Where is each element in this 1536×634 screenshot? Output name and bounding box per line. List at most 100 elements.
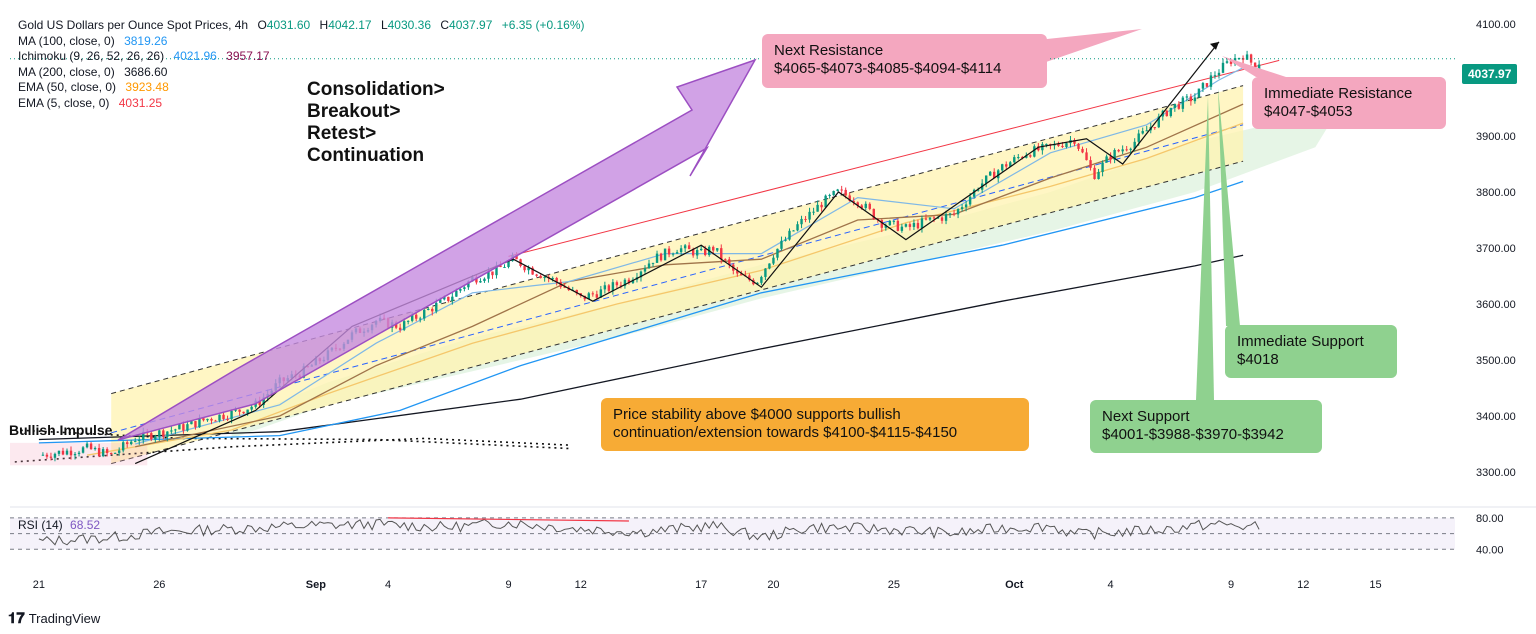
candle-body	[166, 431, 169, 437]
zigzag-arrowhead	[1209, 41, 1219, 50]
candle-body	[716, 248, 719, 251]
consolidation-top-dotted	[14, 429, 569, 450]
candle-body	[844, 189, 847, 196]
symbol-title[interactable]: Gold US Dollars per Ounce Spot Prices, 4…	[18, 18, 249, 32]
legend-indicator-ichimoku[interactable]: Ichimoku (9, 26, 52, 26, 26) 4021.96 395…	[18, 49, 585, 65]
candle-body	[1089, 160, 1092, 168]
candle-body	[595, 294, 599, 298]
next-support-callout[interactable]: Next Support $4001-$3988-$3970-$3942	[1090, 400, 1322, 453]
bullish-impulse-label: Bullish Impulse	[9, 422, 113, 438]
next-resistance-callout[interactable]: Next Resistance $4065-$4073-$4085-$4094-…	[762, 34, 1047, 88]
candle-body	[671, 253, 675, 255]
purple-breakout-arrow	[117, 58, 757, 441]
ichimoku-conversion-line	[135, 67, 1244, 445]
candle-body	[1157, 116, 1160, 128]
candle-body	[174, 429, 177, 431]
candle-body	[1185, 96, 1189, 98]
candle-body	[916, 222, 920, 229]
candle-body	[162, 430, 165, 437]
candle-body	[142, 431, 145, 440]
rsi-divergence-line	[388, 517, 629, 522]
annotation-line: Breakout>	[307, 101, 401, 122]
time-tick-label: 21	[33, 579, 45, 591]
candle-body	[499, 265, 502, 268]
price-tick-label: 3500.00	[1476, 355, 1516, 367]
candle-body	[1033, 146, 1036, 157]
ohlc-low: 4030.36	[387, 18, 432, 32]
candle-body	[792, 230, 795, 232]
candle-body	[928, 217, 932, 220]
candle-body	[1257, 64, 1261, 70]
red-trendline	[508, 59, 1280, 257]
time-tick-label: 17	[695, 579, 707, 591]
candle-body	[760, 276, 763, 283]
rsi-legend[interactable]: RSI (14) 68.52	[18, 518, 100, 532]
candle-body	[591, 293, 595, 295]
ma200-line	[38, 254, 1244, 441]
candle-body	[563, 286, 566, 288]
candle-body	[214, 420, 217, 422]
consolidation-bottom-dotted	[14, 437, 569, 463]
candle-body	[820, 204, 823, 208]
immediate-support-tail	[1218, 88, 1240, 326]
tradingview-logo[interactable]: 𝟏𝟕 TradingView	[8, 610, 100, 627]
candle-body	[1013, 157, 1016, 163]
current-price-badge: 4037.97	[1462, 64, 1518, 84]
candle-body	[523, 265, 526, 271]
immediate-resistance-callout[interactable]: Immediate Resistance $4047-$4053	[1252, 77, 1446, 129]
time-tick-label: Oct	[1005, 579, 1024, 591]
candle-body	[89, 443, 93, 450]
legend-indicator-ma100[interactable]: MA (100, close, 0) 3819.26	[18, 34, 585, 50]
immediate-support-callout[interactable]: Immediate Support $4018	[1225, 325, 1397, 378]
candle-body	[1205, 83, 1209, 87]
candle-body	[1173, 104, 1177, 108]
candle-body	[960, 207, 964, 210]
candle-body	[1213, 75, 1217, 77]
callout-values: $4018	[1237, 351, 1279, 368]
channel-lower-line	[111, 160, 1244, 465]
candle-body	[728, 259, 731, 265]
candle-body	[1021, 157, 1024, 159]
consolidation-annotation: Consolidation> Breakout> Retest> Continu…	[307, 79, 445, 167]
candle-body	[242, 411, 245, 414]
candle-body	[724, 259, 727, 261]
candle-body	[1241, 58, 1245, 60]
candle-body	[1193, 97, 1197, 102]
legend-indicator-ema50[interactable]: EMA (50, close, 0) 3923.48	[18, 80, 585, 96]
candle-body	[816, 204, 819, 212]
candle-body	[615, 282, 619, 286]
rsi-tick-label: 80.00	[1476, 513, 1504, 525]
candle-body	[1077, 143, 1080, 149]
candle-body	[587, 293, 591, 300]
price-stability-callout[interactable]: Price stability above $4000 supports bul…	[601, 398, 1029, 451]
legend-indicator-ma200[interactable]: MA (200, close, 0) 3686.60	[18, 65, 585, 81]
candle-body	[170, 430, 173, 432]
candle-body	[920, 218, 924, 229]
candle-body	[406, 320, 410, 322]
legend-indicator-ema5[interactable]: EMA (5, close, 0) 4031.25	[18, 96, 585, 112]
candle-body	[884, 225, 888, 228]
candle-body	[431, 308, 434, 312]
candle-body	[836, 189, 839, 191]
candle-body	[113, 452, 117, 454]
candle-body	[956, 209, 960, 215]
candle-body	[776, 248, 779, 258]
candle-body	[1253, 62, 1257, 70]
candle-body	[832, 190, 835, 195]
candle-body	[1221, 62, 1225, 73]
candle-body	[410, 314, 414, 321]
indicator-name: Ichimoku (9, 26, 52, 26, 26)	[18, 49, 165, 64]
candle-body	[1109, 156, 1112, 160]
time-tick-label: 9	[1228, 579, 1234, 591]
candle-body	[1209, 75, 1213, 87]
candle-body	[226, 419, 229, 421]
candle-body	[1237, 58, 1241, 60]
indicator-value: 4021.96	[173, 49, 217, 64]
candle-body	[639, 271, 643, 278]
candle-body	[575, 289, 578, 294]
candle-body	[1037, 146, 1040, 151]
candle-body	[443, 296, 446, 300]
candle-body	[61, 450, 65, 455]
candle-body	[1005, 164, 1008, 167]
candle-body	[210, 418, 213, 421]
